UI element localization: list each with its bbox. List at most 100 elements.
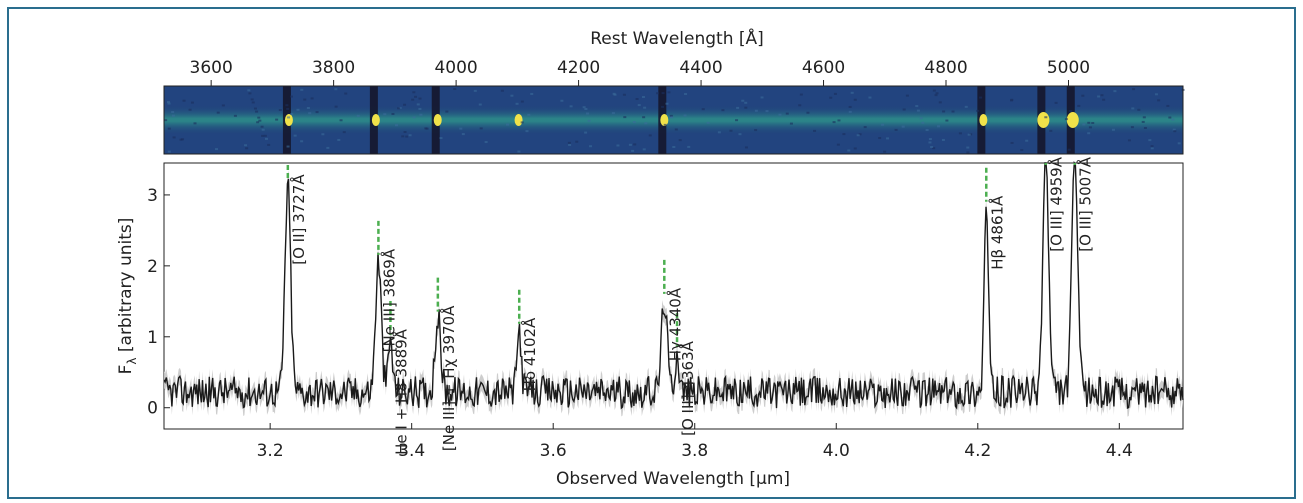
noise-speckle bbox=[285, 104, 289, 107]
noise-speckle bbox=[403, 131, 407, 134]
bright-emission-spot bbox=[1037, 112, 1050, 128]
noise-speckle bbox=[1082, 123, 1086, 126]
noise-speckle bbox=[1102, 98, 1106, 101]
noise-speckle bbox=[167, 127, 171, 130]
flux-tick-label: 3 bbox=[147, 186, 158, 206]
noise-speckle bbox=[510, 94, 514, 97]
observed-tick-label: 4.2 bbox=[964, 441, 991, 461]
noise-speckle bbox=[853, 147, 857, 150]
noise-speckle bbox=[935, 92, 939, 95]
noise-speckle bbox=[391, 112, 395, 115]
noise-speckle bbox=[584, 131, 588, 134]
flux-axis-title: Fλ [arbitrary units] bbox=[116, 218, 139, 375]
noise-speckle bbox=[484, 141, 488, 144]
noise-speckle bbox=[166, 101, 170, 104]
flux-tick-label: 1 bbox=[147, 328, 158, 348]
noise-speckle bbox=[661, 105, 665, 108]
flux-ticks: 0 1 2 3 bbox=[147, 186, 170, 419]
noise-speckle bbox=[344, 92, 348, 95]
noise-speckle bbox=[644, 122, 648, 125]
noise-speckle bbox=[527, 113, 531, 116]
noise-speckle bbox=[736, 106, 740, 109]
noise-speckle bbox=[215, 148, 219, 151]
noise-speckle bbox=[334, 105, 338, 108]
noise-speckle bbox=[1150, 145, 1154, 148]
noise-speckle bbox=[296, 108, 300, 111]
noise-speckle bbox=[525, 130, 529, 133]
noise-speckle bbox=[1172, 128, 1176, 131]
noise-speckle bbox=[1171, 118, 1175, 121]
noise-speckle bbox=[1143, 126, 1147, 129]
noise-speckle bbox=[515, 102, 519, 105]
two-d-spectrum-border bbox=[163, 85, 1184, 155]
emission-line-label: [O II] 3727Å bbox=[289, 174, 308, 265]
noise-speckle bbox=[632, 121, 636, 124]
noise-speckle bbox=[172, 136, 176, 139]
noise-speckle bbox=[1064, 118, 1068, 121]
noise-speckle bbox=[738, 133, 742, 136]
bright-emission-spot bbox=[979, 114, 988, 126]
noise-speckle bbox=[858, 133, 862, 136]
noise-speckle bbox=[261, 128, 265, 131]
noise-speckle bbox=[188, 108, 192, 111]
observed-tick-label: 3.2 bbox=[257, 441, 284, 461]
noise-speckle bbox=[663, 123, 667, 126]
noise-speckle bbox=[1077, 104, 1081, 107]
noise-speckle bbox=[635, 98, 639, 101]
noise-speckle bbox=[505, 123, 509, 126]
noise-speckle bbox=[190, 101, 194, 104]
noise-speckle bbox=[260, 125, 264, 128]
noise-speckle bbox=[881, 123, 885, 126]
noise-speckle bbox=[256, 121, 260, 124]
noise-speckle bbox=[1087, 132, 1091, 135]
noise-speckle bbox=[478, 103, 482, 106]
noise-speckle bbox=[1081, 94, 1085, 97]
noise-speckle bbox=[258, 119, 262, 122]
noise-speckle bbox=[672, 146, 676, 149]
noise-speckle bbox=[847, 149, 851, 152]
noise-speckle bbox=[193, 122, 197, 125]
noise-speckle bbox=[850, 91, 854, 94]
emission-line-label: Hγ 4340Å bbox=[665, 287, 684, 361]
noise-speckle bbox=[530, 92, 534, 95]
noise-speckle bbox=[337, 138, 341, 141]
noise-speckle bbox=[966, 151, 970, 154]
rest-wavelength-ticks: 3600 3800 4000 4200 4400 4600 4800 5000 bbox=[190, 58, 1090, 86]
noise-speckle bbox=[721, 109, 725, 112]
noise-speckle bbox=[969, 133, 973, 136]
emission-line-label: Hδ 4102Å bbox=[520, 317, 539, 391]
bright-emission-spot bbox=[433, 114, 442, 126]
noise-speckle bbox=[1127, 139, 1131, 142]
noise-speckle bbox=[261, 134, 265, 137]
noise-speckle bbox=[806, 111, 810, 114]
noise-speckle bbox=[418, 107, 422, 110]
noise-speckle bbox=[665, 102, 669, 105]
noise-speckle bbox=[813, 129, 817, 132]
noise-speckle bbox=[936, 125, 940, 128]
two-d-spectrum-features bbox=[164, 86, 1185, 154]
noise-speckle bbox=[670, 116, 674, 119]
emission-line-label: [Ne III] 3869Å bbox=[379, 248, 398, 352]
rest-tick-label: 3600 bbox=[190, 58, 233, 78]
noise-speckle bbox=[1157, 99, 1161, 102]
noise-speckle bbox=[637, 104, 641, 107]
rest-tick-label: 4000 bbox=[434, 58, 477, 78]
noise-speckle bbox=[901, 125, 905, 128]
noise-speckle bbox=[958, 132, 962, 135]
two-d-spectrum-panel bbox=[163, 85, 1185, 155]
noise-speckle bbox=[473, 89, 477, 92]
noise-speckle bbox=[684, 93, 688, 96]
noise-speckle bbox=[1091, 121, 1095, 124]
noise-speckle bbox=[905, 94, 909, 97]
observed-wavelength-axis-title: Observed Wavelength [µm] bbox=[556, 469, 790, 489]
noise-speckle bbox=[928, 141, 932, 144]
noise-speckle bbox=[1141, 120, 1145, 123]
noise-speckle bbox=[930, 146, 934, 149]
noise-speckle bbox=[976, 109, 980, 112]
noise-speckle bbox=[648, 134, 652, 137]
noise-speckle bbox=[356, 114, 360, 117]
noise-speckle bbox=[303, 98, 307, 101]
noise-speckle bbox=[902, 108, 906, 111]
noise-speckle bbox=[669, 114, 673, 117]
noise-speckle bbox=[264, 137, 268, 140]
